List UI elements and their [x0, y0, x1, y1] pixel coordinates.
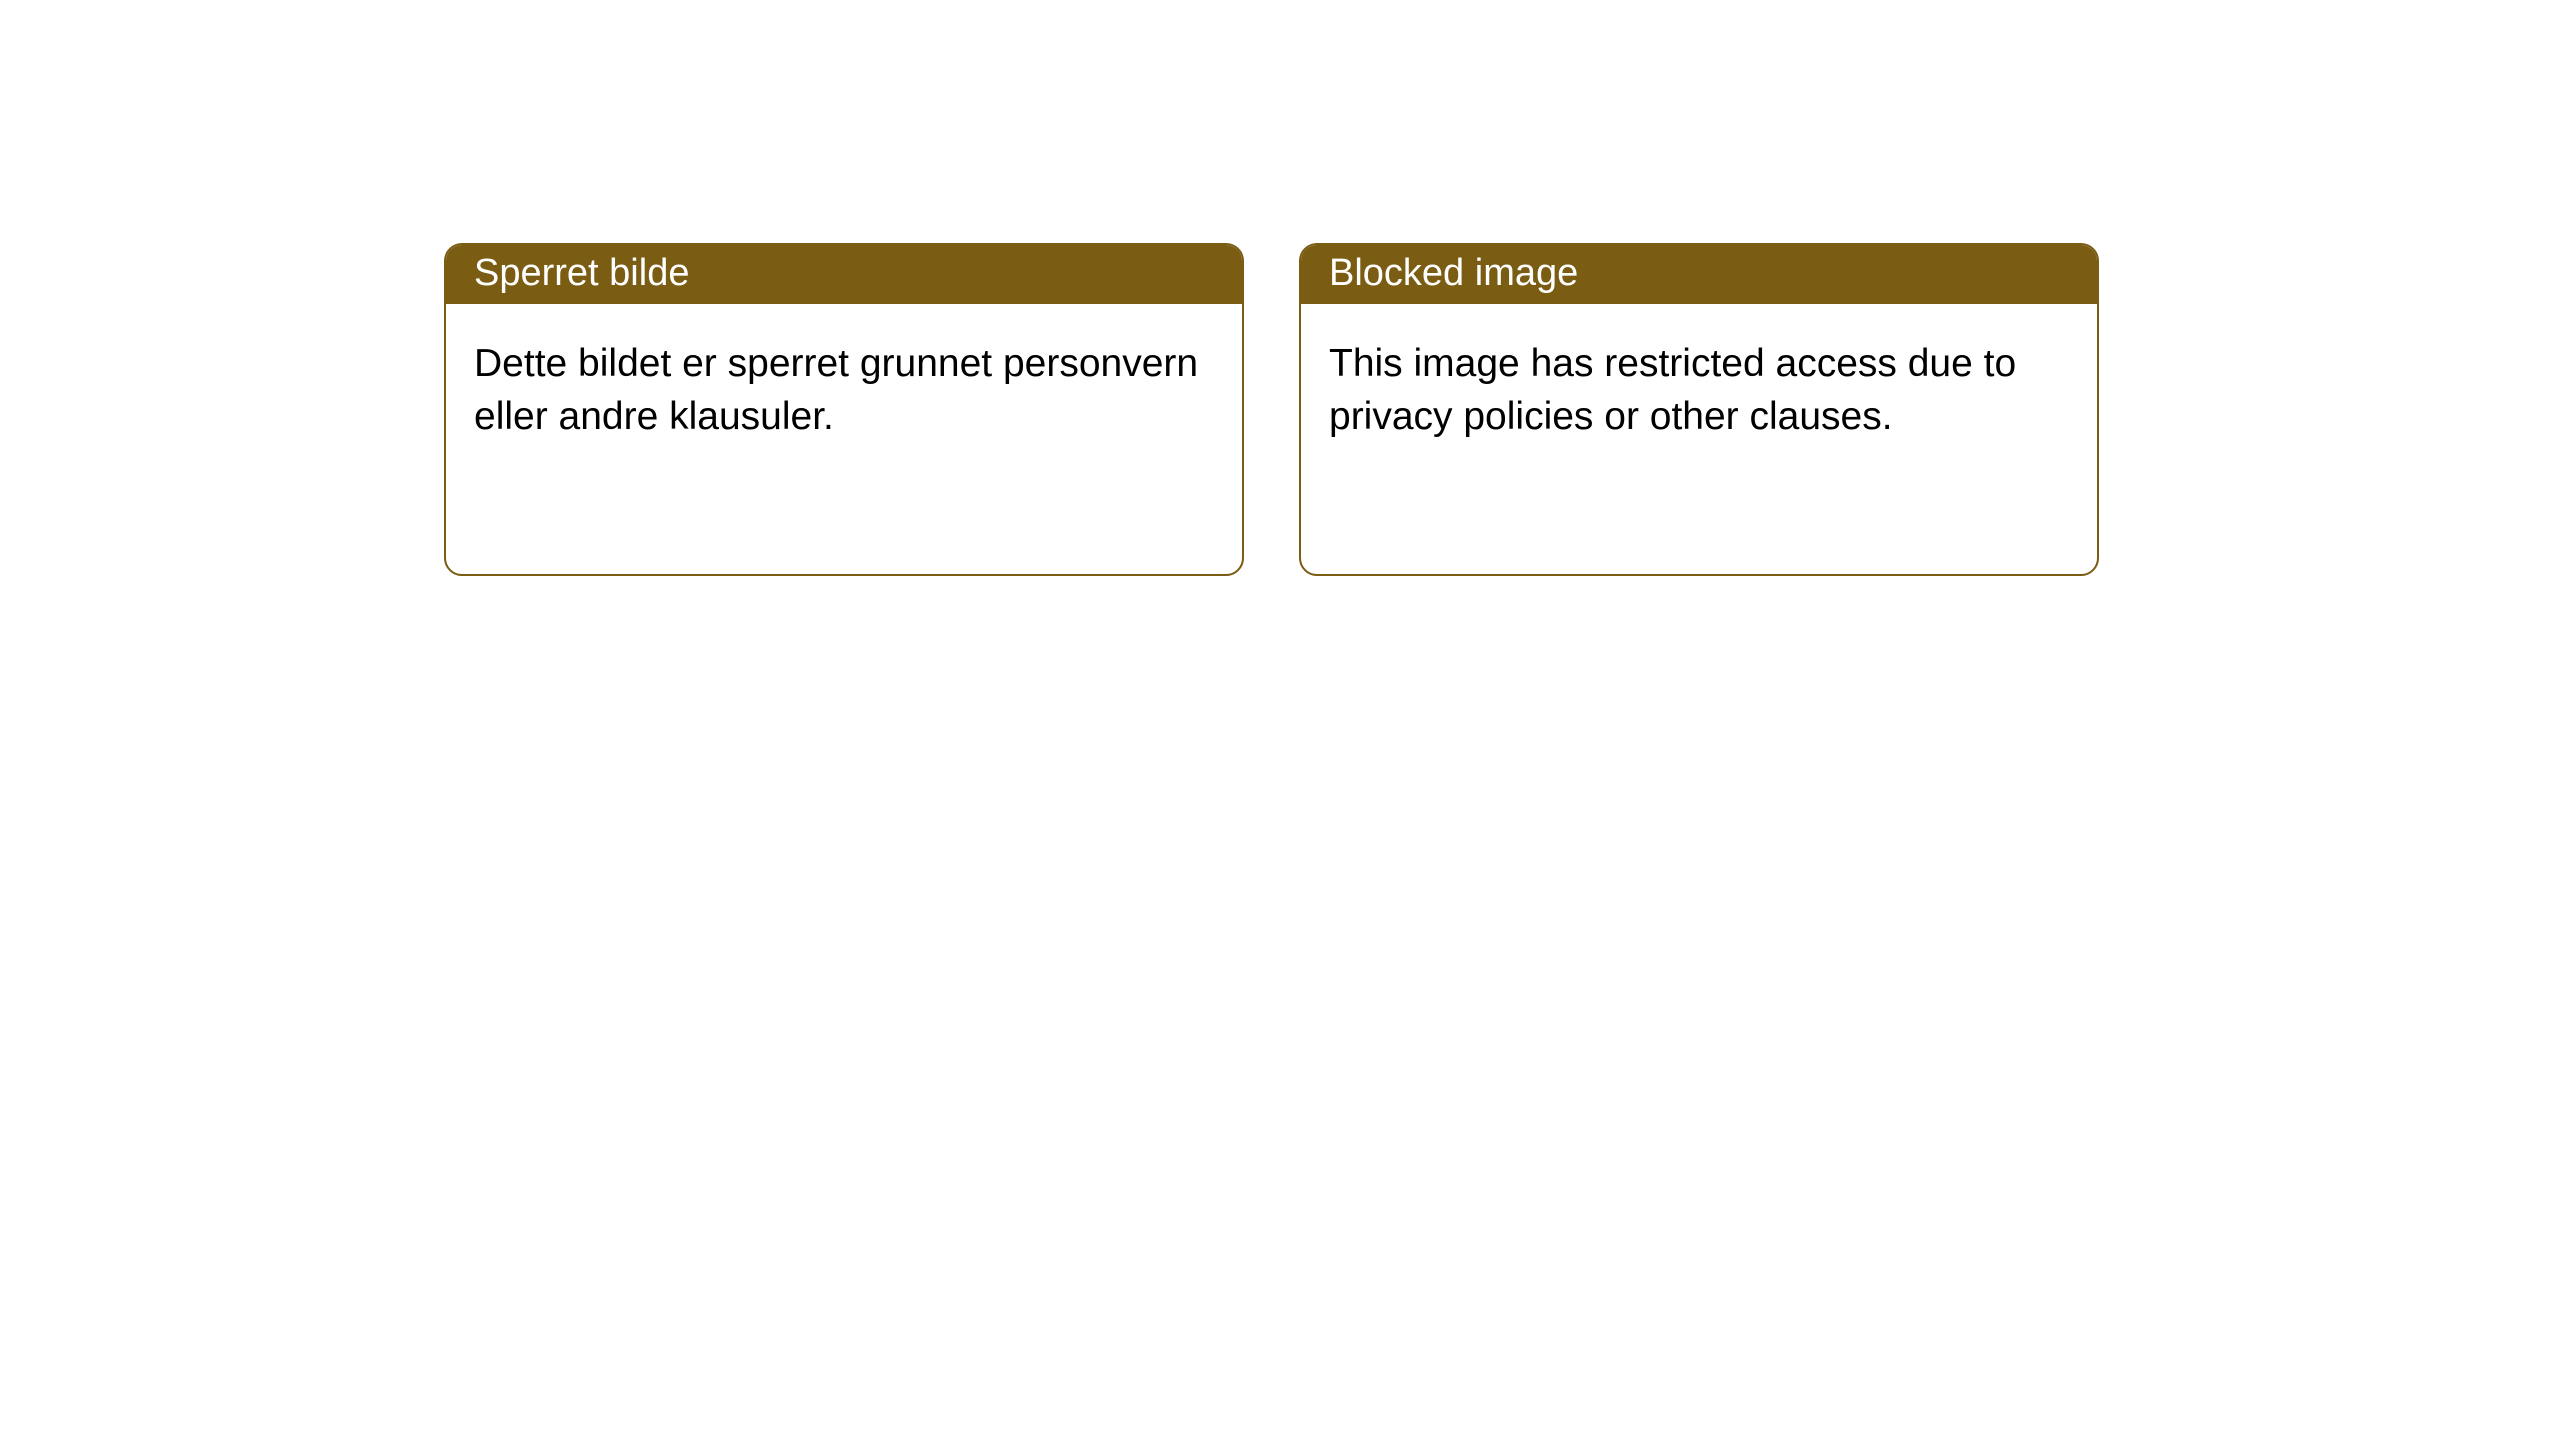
- notice-body: Dette bildet er sperret grunnet personve…: [446, 304, 1242, 477]
- notice-body: This image has restricted access due to …: [1301, 304, 2097, 477]
- notice-card-english: Blocked image This image has restricted …: [1299, 243, 2099, 576]
- notice-card-norwegian: Sperret bilde Dette bildet er sperret gr…: [444, 243, 1244, 576]
- notice-container: Sperret bilde Dette bildet er sperret gr…: [0, 0, 2560, 576]
- notice-header: Sperret bilde: [446, 245, 1242, 304]
- notice-header: Blocked image: [1301, 245, 2097, 304]
